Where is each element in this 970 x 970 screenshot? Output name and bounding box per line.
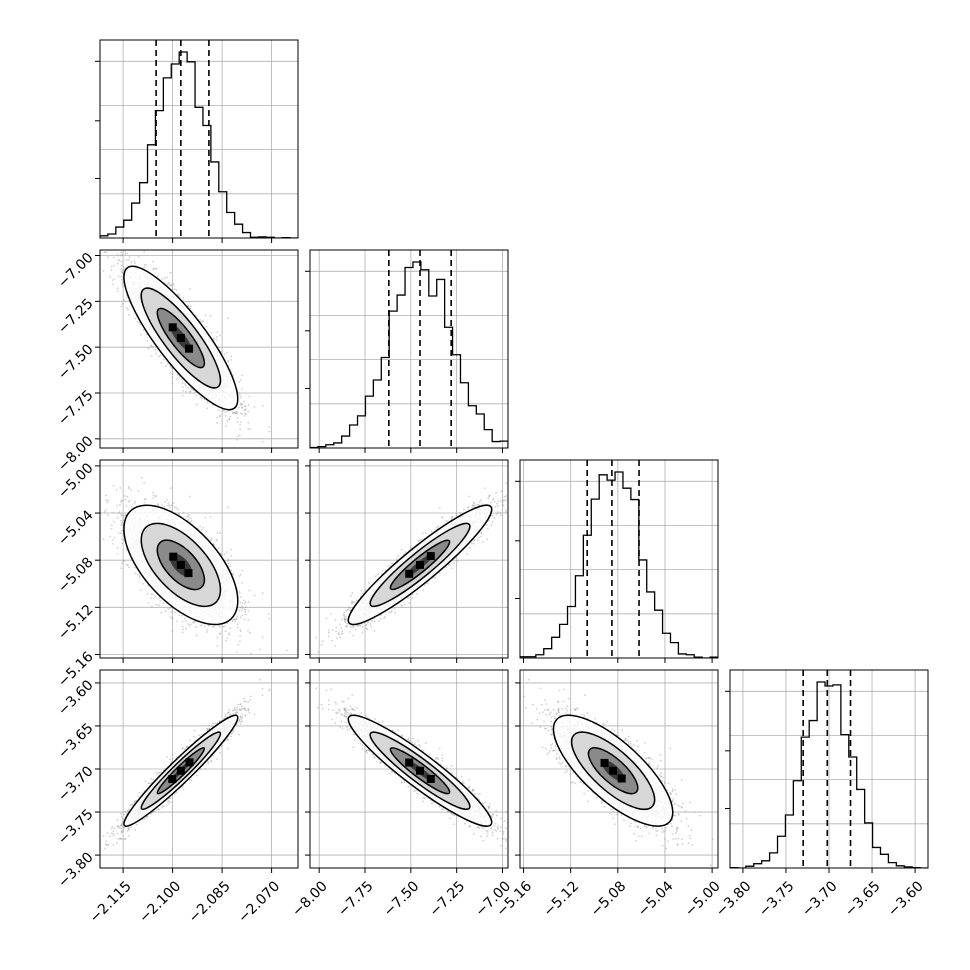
grid [520,460,718,658]
x-tick-label: −2.100 [136,878,184,926]
grid [100,460,298,658]
density-contours [123,265,239,411]
x-tick-label: −7.50 [381,878,423,920]
panel-frame [519,459,719,659]
hist-panel-3: −3.80 −3.75 −3.70 −3.65 −3.60 [713,669,929,920]
histogram-0 [100,51,298,238]
hist-panel-0 [95,39,299,243]
x-tick-label: −7.75 [335,878,377,920]
x-tick-label: −3.80 [713,878,755,920]
grid [310,250,508,448]
scatter-panel-1-0: −8.00−7.75−7.50−7.25−7.00 [55,249,299,475]
density-contours [552,714,674,827]
density-contours [123,714,239,827]
x-tick-label: −8.00 [289,878,331,920]
density-contours [347,504,493,626]
x-tick-label: −5.08 [588,878,630,920]
x-tick-label: −3.70 [799,878,841,920]
y-tick-label: −7.75 [55,387,97,429]
grid [100,40,298,238]
scatter-panel-2-1 [305,459,509,663]
y-tick-label: −7.00 [55,250,97,292]
panel-frame [99,39,299,239]
grid [100,250,298,448]
histogram-1 [310,261,508,448]
y-tick-label: −3.65 [55,720,97,762]
scatter-panel-2-0: −5.16−5.12−5.08−5.04−5.00 [55,459,299,690]
y-tick-label: −3.75 [55,806,97,848]
panel-frame [99,459,299,659]
histogram-2 [520,471,718,658]
density-contours [347,714,493,827]
panel-frame [99,249,299,449]
y-tick-label: −7.25 [55,296,97,338]
x-tick-label: −3.75 [756,878,798,920]
y-tick-label: −3.70 [55,763,97,805]
panel-frame [309,249,509,449]
y-tick-label: −3.80 [55,849,97,891]
x-tick-label: −5.12 [541,878,583,920]
hist-panel-1 [305,249,509,453]
x-tick-label: −2.115 [87,878,135,926]
x-tick-label: −3.60 [885,878,927,920]
panel-frame [309,459,509,659]
y-tick-label: −5.12 [55,602,97,644]
grid [310,670,508,868]
scatter-panel-3-1: −8.00 −7.75 −7.50 −7.25 −7.00 [289,669,514,920]
histogram-3 [730,681,928,868]
x-tick-label: −2.070 [235,878,283,926]
x-tick-label: −2.085 [186,878,234,926]
x-tick-label: −5.04 [635,878,677,920]
y-tick-label: −7.50 [55,342,97,384]
y-tick-label: −5.04 [55,507,97,549]
hist-panel-2 [515,459,719,663]
scatter-panel-3-0: −3.80−3.75−3.70−3.65−3.60−2.115 −2.100 −2.… [55,669,299,926]
density-contours [123,504,239,626]
grid [310,460,508,658]
x-tick-label: −7.25 [427,878,469,920]
x-tick-label: −3.65 [842,878,884,920]
grid [730,670,928,868]
scatter-panel-3-2: −5.16 −5.12 −5.08 −5.04 −5.00 [493,669,724,920]
y-tick-label: −5.08 [55,555,97,597]
